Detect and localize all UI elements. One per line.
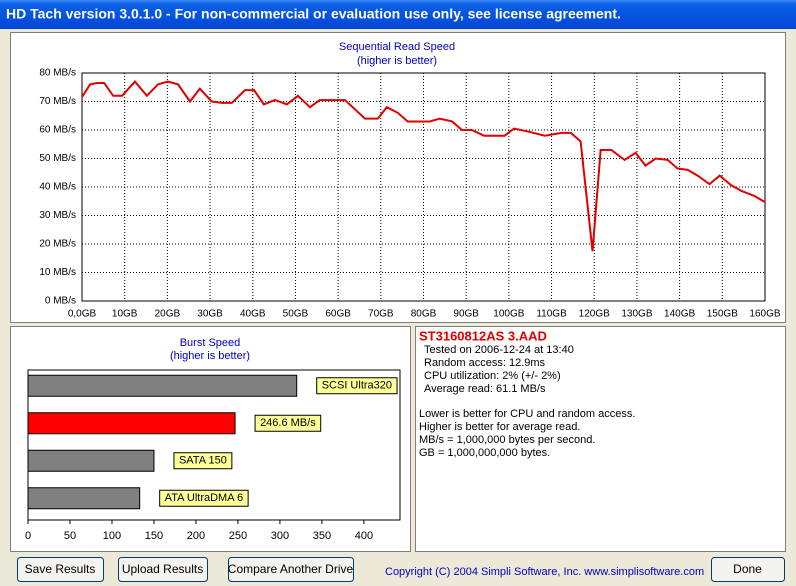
x-tick-label: 250 (229, 530, 247, 542)
chart-subtitle: (higher is better) (357, 55, 437, 67)
bar-label-box (316, 377, 398, 395)
x-tick-label: 30GB (197, 309, 223, 320)
plot-frame (27, 369, 401, 521)
read-panel (10, 32, 786, 323)
y-tick-label: 30 MB/s (39, 210, 76, 221)
x-tick-label: 110GB (536, 309, 567, 320)
x-tick-label: 80GB (411, 309, 437, 320)
y-tick-label: 0 MB/s (45, 296, 76, 307)
x-tick-label: 90GB (453, 309, 479, 320)
x-tick-label: 50 (64, 530, 76, 542)
bar (27, 412, 236, 435)
button-label[interactable]: Save Results (25, 562, 96, 576)
info-panel (415, 326, 786, 552)
read-speed-line (81, 80, 766, 252)
bar-label-box (159, 489, 249, 507)
x-tick-label: 350 (313, 530, 331, 542)
button-face[interactable] (17, 557, 104, 582)
x-tick-label: 70GB (368, 309, 394, 320)
chart-title: Burst Speed (180, 337, 241, 349)
button[interactable]: Compare Another Drive (228, 557, 354, 582)
button[interactable]: Save Results (17, 557, 104, 582)
bar-label: 246.6 MB/s (260, 417, 316, 429)
y-tick-label: 60 MB/s (39, 125, 76, 136)
x-tick-label: 50GB (283, 309, 309, 320)
button-face[interactable] (228, 557, 354, 582)
y-tick-label: 40 MB/s (39, 182, 76, 193)
x-tick-label: 20GB (155, 309, 181, 320)
button-label[interactable]: Done (733, 562, 762, 576)
x-tick-label: 140GB (664, 309, 695, 320)
bar-label-box (254, 414, 322, 432)
button-face[interactable] (711, 557, 785, 582)
x-tick-label: 130GB (621, 309, 652, 320)
x-tick-label: 100 (103, 530, 121, 542)
x-tick-label: 150GB (707, 309, 738, 320)
x-tick-label: 200 (187, 530, 205, 542)
button[interactable]: Done (711, 557, 785, 582)
x-tick-label: 60GB (325, 309, 351, 320)
button-face[interactable] (118, 557, 208, 582)
y-tick-label: 80 MB/s (39, 68, 76, 79)
chart-subtitle: (higher is better) (170, 350, 250, 362)
button-label[interactable]: Upload Results (122, 562, 203, 576)
x-tick-label: 100GB (493, 309, 524, 320)
x-tick-label: 0 (25, 530, 31, 542)
y-tick-label: 20 MB/s (39, 239, 76, 250)
x-tick-label: 120GB (579, 309, 610, 320)
note-line: GB = 1,000,000,000 bytes. (419, 447, 550, 459)
burst-panel (10, 326, 411, 552)
bar-label: SCSI Ultra320 (322, 380, 392, 392)
note-line: Lower is better for CPU and random acces… (419, 408, 635, 420)
button[interactable]: Upload Results (118, 557, 208, 582)
bar (27, 374, 298, 397)
bar-label-box (173, 452, 233, 470)
y-tick-label: 10 MB/s (39, 267, 76, 278)
x-tick-label: 400 (355, 530, 373, 542)
y-tick-label: 70 MB/s (39, 96, 76, 107)
x-tick-label: 300 (271, 530, 289, 542)
bar-label: SATA 150 (179, 455, 227, 467)
info-line: Tested on 2006-12-24 at 13:40 (424, 344, 574, 356)
info-line: Average read: 61.1 MB/s (424, 383, 546, 395)
x-tick-label: 0,0GB (68, 309, 97, 320)
bar (27, 449, 155, 472)
info-line: Random access: 12.9ms (424, 357, 546, 369)
plot-frame (81, 72, 766, 302)
x-tick-label: 150 (145, 530, 163, 542)
x-tick-label: 160GB (749, 309, 780, 320)
bar-label: ATA UltraDMA 6 (165, 492, 243, 504)
note-line: MB/s = 1,000,000 bytes per second. (419, 434, 595, 446)
title-bar (0, 0, 796, 29)
x-tick-label: 40GB (240, 309, 266, 320)
x-tick-label: 10GB (112, 309, 138, 320)
note-line: Higher is better for average read. (419, 421, 580, 433)
copyright: Copyright (C) 2004 Simpli Software, Inc.… (385, 566, 704, 578)
y-tick-label: 50 MB/s (39, 153, 76, 164)
chart-title: Sequential Read Speed (339, 41, 455, 53)
drive-name: ST3160812AS 3.AAD (419, 328, 547, 343)
info-line: CPU utilization: 2% (+/- 2%) (424, 370, 561, 382)
bar (27, 487, 141, 510)
window-title: HD Tach version 3.0.1.0 - For non-commer… (6, 6, 621, 22)
button-label[interactable]: Compare Another Drive (228, 562, 354, 576)
